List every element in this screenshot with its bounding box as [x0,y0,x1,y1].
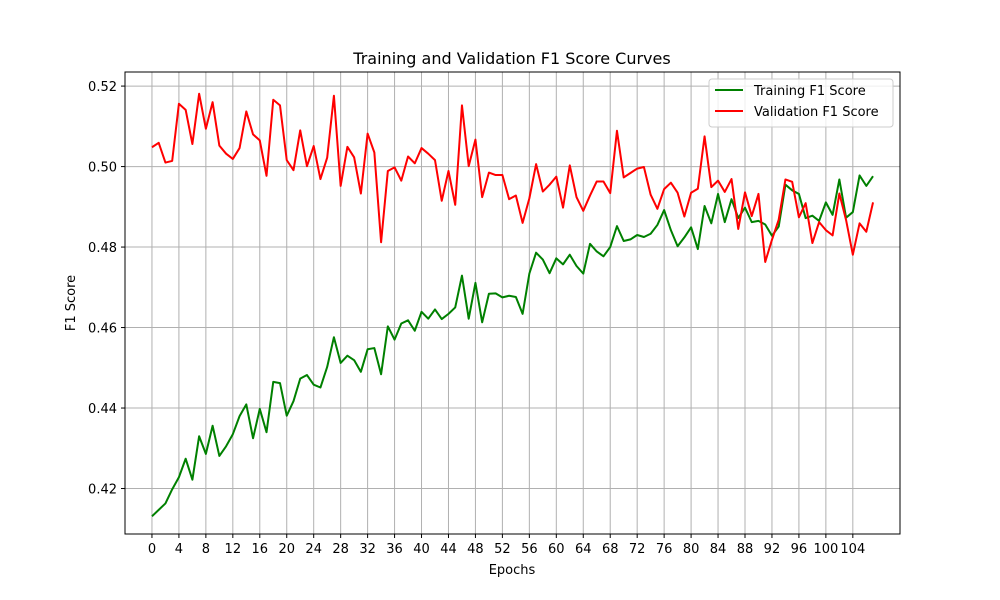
x-tick-label: 56 [521,542,538,557]
x-tick-label: 96 [791,542,808,557]
y-tick-label: 0.50 [88,161,117,176]
x-tick-label: 88 [737,542,754,557]
chart-title: Training and Validation F1 Score Curves [352,49,670,68]
x-tick-label: 36 [386,542,403,557]
x-tick-label: 80 [683,542,700,557]
x-tick-label: 76 [656,542,673,557]
plot-frame [124,71,901,535]
x-tick-label: 84 [710,542,727,557]
x-tick-label: 32 [359,542,376,557]
x-tick-label: 60 [548,542,565,557]
x-tick-label: 12 [225,542,242,557]
y-axis-label: F1 Score [64,275,79,331]
validation-f1-line [151,92,875,263]
x-tick-label: 64 [575,542,592,557]
x-tick-label: 20 [278,542,295,557]
legend-box [708,78,894,128]
x-tick-label: 16 [252,542,269,557]
y-tick-label: 0.42 [88,483,117,498]
series-lines [151,92,875,518]
x-tick-label: 4 [175,542,183,557]
x-tick-label: 40 [413,542,430,557]
y-tick-label: 0.44 [88,402,117,417]
x-tick-label: 8 [202,542,210,557]
legend-label-validation: Validation F1 Score [754,105,879,120]
x-tick-label: 0 [148,542,156,557]
legend: Training F1 Score Validation F1 Score [708,78,894,128]
y-axis-ticks: 0.42 0.44 0.46 0.48 0.50 0.52 [88,80,125,498]
x-tick-label: 24 [305,542,322,557]
x-axis-ticks: 0 4 8 12 16 20 24 28 32 36 40 44 48 52 56 60 64 68 72 76 80 8… [148,534,865,557]
x-tick-label: 72 [629,542,646,557]
training-f1-line [151,174,874,518]
y-tick-label: 0.46 [88,322,117,337]
x-tick-label: 52 [494,542,511,557]
legend-label-training: Training F1 Score [753,84,866,99]
y-tick-label: 0.52 [88,80,117,95]
x-tick-label: 68 [602,542,619,557]
x-tick-label: 100 [813,542,838,557]
x-tick-label: 44 [440,542,457,557]
grid-lines [125,72,900,534]
y-tick-label: 0.48 [88,241,117,256]
x-tick-label: 28 [332,542,349,557]
x-axis-label: Epochs [489,563,536,578]
x-tick-label: 104 [840,542,865,557]
x-tick-label: 48 [467,542,484,557]
x-tick-label: 92 [764,542,781,557]
